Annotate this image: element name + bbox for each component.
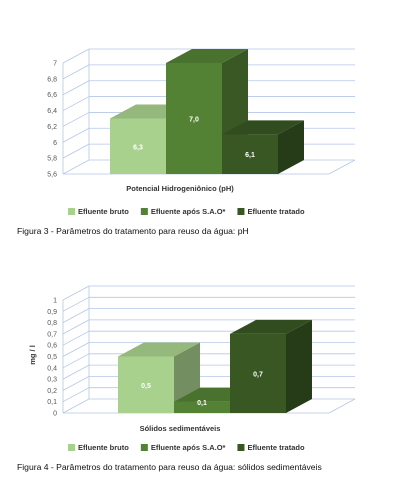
ph-chart: 5,6 5,8 6 6,2 6,4 6,6 6,8 7 6,3 7,0 6,1 Potencial H…	[47, 48, 356, 216]
y-tick-label: 0,9	[47, 309, 57, 316]
gridline-side	[62, 330, 90, 346]
data-label: 7,0	[189, 117, 199, 124]
bar-3	[222, 120, 304, 174]
bar-front	[230, 333, 286, 413]
y-tick-label: 0,4	[47, 365, 57, 372]
y-tick-label: 0	[53, 411, 57, 418]
y-tick-label: 0,8	[47, 320, 57, 327]
solids-chart: 0 0,1 0,2 0,3 0,4 0,5 0,6 0,7 0,8 0,9 1 0,5 0,1 0,7 Só…	[28, 285, 356, 452]
gridline-side	[62, 64, 90, 80]
figure-4-caption: Figura 4 - Parâmetros do tratamento para…	[17, 462, 322, 472]
gridline-side	[62, 376, 90, 391]
x-axis-label: Potencial Hidrogeniônico (pH)	[126, 184, 234, 193]
legend-swatch	[237, 444, 245, 451]
legend-swatch	[237, 208, 245, 215]
legend-swatch	[68, 208, 75, 215]
y-tick-label: 0,1	[47, 399, 57, 406]
legend-entry: Efluente bruto	[78, 443, 129, 452]
y-tick-label: 6,4	[47, 108, 57, 115]
gridline-side	[62, 48, 90, 64]
legend-entry: Efluente bruto	[78, 207, 129, 216]
gridline-side	[62, 127, 90, 143]
bar-top	[118, 342, 200, 357]
gridline-side	[62, 342, 90, 357]
bar-2	[166, 49, 248, 174]
floor-edge	[328, 398, 356, 414]
legend-swatch	[140, 208, 148, 215]
bar-side	[286, 319, 312, 413]
data-label: 0,5	[141, 383, 151, 390]
figure-4: 0 0,1 0,2 0,3 0,4 0,5 0,6 0,7 0,8 0,9 1 0,5 0,1 0,7 Só…	[0, 240, 403, 477]
legend-entry: Efluente após S.A.O*	[151, 207, 226, 216]
figure-3-caption: Figura 3 - Parâmetros do tratamento para…	[17, 226, 249, 236]
y-tick-label: 0,6	[47, 343, 57, 350]
bar-front	[174, 401, 230, 413]
x-axis-label: Sólidos sedimentáveis	[140, 424, 221, 433]
legend-entry: Efluente tratado	[247, 207, 305, 216]
gridline-side	[62, 319, 90, 335]
gridline-side	[62, 159, 90, 175]
y-tick-label: 0,2	[47, 388, 57, 395]
y-tick-label: 0,7	[47, 331, 57, 338]
gridline-side	[62, 96, 90, 111]
gridline-side	[62, 143, 90, 159]
data-label: 6,3	[133, 144, 143, 151]
bar-top	[222, 120, 304, 135]
y-tick-label: 1	[53, 298, 57, 305]
bar-side	[278, 120, 304, 174]
gridline-side	[62, 364, 90, 380]
legend-swatch	[140, 444, 148, 451]
gridline-side	[62, 285, 90, 301]
data-label: 0,1	[197, 400, 207, 407]
gridline-side	[62, 398, 90, 414]
bar-3	[230, 319, 312, 413]
gridline-side	[62, 353, 90, 369]
y-tick-label: 6,2	[47, 124, 57, 131]
bar-front	[118, 356, 174, 413]
data-label: 0,7	[253, 371, 263, 378]
bar-top	[230, 319, 312, 334]
y-tick-label: 0,5	[47, 354, 57, 361]
gridline-side	[62, 112, 90, 127]
y-tick-label: 7	[53, 61, 57, 68]
y-tick-label: 5,6	[47, 172, 57, 179]
y-tick-label: 6	[53, 140, 57, 147]
bar-front	[222, 134, 278, 174]
gridline-side	[62, 387, 90, 403]
y-axis-label: mg / l	[28, 345, 37, 365]
floor-edge	[328, 159, 356, 175]
gridline-side	[62, 80, 90, 96]
legend-swatch	[68, 444, 75, 451]
bar-front	[110, 118, 166, 174]
y-tick-label: 6,8	[47, 76, 57, 83]
bar-top	[166, 49, 248, 63]
legend-entry: Efluente após S.A.O*	[151, 443, 226, 452]
y-tick-label: 6,6	[47, 92, 57, 99]
bar-front	[166, 63, 222, 174]
gridline-side	[62, 308, 90, 323]
legend-entry: Efluente tratado	[247, 443, 305, 452]
figure-3: 5,6 5,8 6 6,2 6,4 6,6 6,8 7 6,3 7,0 6,1 Potencial H…	[17, 48, 356, 236]
data-label: 6,1	[245, 152, 255, 159]
gridline-side	[62, 296, 90, 312]
y-tick-label: 0,3	[47, 377, 57, 384]
bar-1	[118, 342, 200, 413]
y-tick-label: 5,8	[47, 156, 57, 163]
